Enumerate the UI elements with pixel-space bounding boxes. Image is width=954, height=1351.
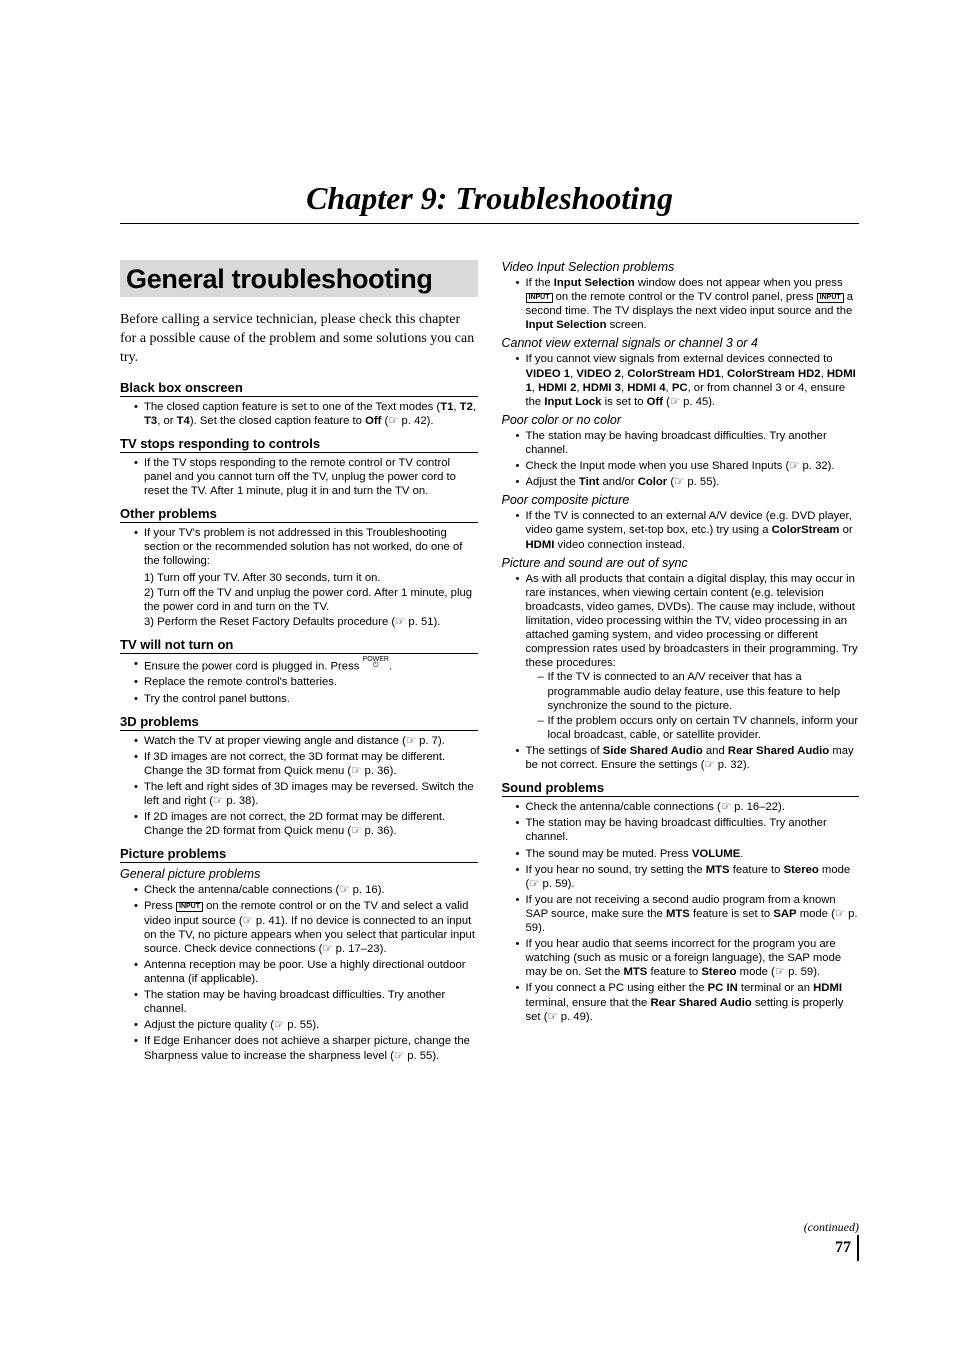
numbered-step: 1) Turn off your TV. After 30 seconds, t… <box>120 571 478 585</box>
power-icon: POWER⏻ <box>363 657 389 670</box>
list-item: Check the antenna/cable connections (☞ p… <box>516 800 860 814</box>
list-video-input: If the Input Selection window does not a… <box>502 276 860 332</box>
text-fragment: on the remote control or the TV control … <box>553 291 817 303</box>
page-number: 77 <box>835 1235 859 1261</box>
sub-italic-poor-color: Poor color or no color <box>502 413 860 427</box>
list-item: If Edge Enhancer does not achieve a shar… <box>134 1034 478 1062</box>
list-sound: Check the antenna/cable connections (☞ p… <box>502 800 860 1024</box>
dash-item: If the TV is connected to an A/V receive… <box>538 670 860 712</box>
text-fragment: If the Input Selection window does not a… <box>526 277 843 289</box>
list-item: Adjust the picture quality (☞ p. 55). <box>134 1018 478 1032</box>
chapter-rule <box>120 223 859 224</box>
text-fragment: Press <box>144 900 176 912</box>
list-tv-stops: If the TV stops responding to the remote… <box>120 456 478 498</box>
list-item: Press INPUT on the remote control or on … <box>134 899 478 955</box>
list-cannot-view: If you cannot view signals from external… <box>502 352 860 408</box>
subhead-picture: Picture problems <box>120 846 478 863</box>
two-column-layout: General troubleshooting Before calling a… <box>120 260 859 1065</box>
list-item: The station may be having broadcast diff… <box>516 429 860 457</box>
list-item: If 3D images are not correct, the 3D for… <box>134 750 478 778</box>
list-poor-color: The station may be having broadcast diff… <box>502 429 860 489</box>
list-item: If the Input Selection window does not a… <box>516 276 860 332</box>
list-pic-sound-sync: As with all products that contain a digi… <box>502 572 860 773</box>
list-poor-composite: If the TV is connected to an external A/… <box>502 509 860 551</box>
sub-italic-poor-composite: Poor composite picture <box>502 493 860 507</box>
subhead-tv-stops: TV stops responding to controls <box>120 436 478 453</box>
list-item: If you hear no sound, try setting the MT… <box>516 863 860 891</box>
list-item: If you connect a PC using either the PC … <box>516 981 860 1023</box>
input-button-icon: INPUT <box>176 902 203 912</box>
intro-paragraph: Before calling a service technician, ple… <box>120 311 478 368</box>
list-item: Check the Input mode when you use Shared… <box>516 459 860 473</box>
list-item: The left and right sides of 3D images ma… <box>134 780 478 808</box>
list-item: Replace the remote control's batteries. <box>134 675 478 689</box>
sub-italic-general-picture: General picture problems <box>120 867 478 881</box>
list-item: The sound may be muted. Press VOLUME. <box>516 847 860 861</box>
list-item: The closed caption feature is set to one… <box>134 400 478 428</box>
subhead-sound: Sound problems <box>502 780 860 797</box>
subhead-black-box: Black box onscreen <box>120 380 478 397</box>
input-button-icon: INPUT <box>817 293 844 303</box>
list-item: Check the antenna/cable connections (☞ p… <box>134 883 478 897</box>
left-column: General troubleshooting Before calling a… <box>120 260 478 1065</box>
list-item: Try the control panel buttons. <box>134 692 478 706</box>
numbered-step: 2) Turn off the TV and unplug the power … <box>120 586 478 614</box>
subhead-other: Other problems <box>120 506 478 523</box>
text-fragment: . <box>389 660 392 672</box>
list-black-box: The closed caption feature is set to one… <box>120 400 478 428</box>
list-item: The station may be having broadcast diff… <box>134 988 478 1016</box>
list-other: If your TV's problem is not addressed in… <box>120 526 478 568</box>
list-item: Ensure the power cord is plugged in. Pre… <box>134 657 478 673</box>
subhead-3d: 3D problems <box>120 714 478 731</box>
list-item: Adjust the Tint and/or Color (☞ p. 55). <box>516 475 860 489</box>
list-item: If the TV stops responding to the remote… <box>134 456 478 498</box>
list-3d: Watch the TV at proper viewing angle and… <box>120 734 478 839</box>
list-item: If you cannot view signals from external… <box>516 352 860 408</box>
continued-label: (continued) <box>804 1220 859 1235</box>
text-fragment: Ensure the power cord is plugged in. Pre… <box>144 660 363 672</box>
dash-item: If the problem occurs only on certain TV… <box>538 714 860 742</box>
list-will-not: Ensure the power cord is plugged in. Pre… <box>120 657 478 706</box>
list-item: If your TV's problem is not addressed in… <box>134 526 478 568</box>
list-item: If 2D images are not correct, the 2D for… <box>134 810 478 838</box>
list-item: Watch the TV at proper viewing angle and… <box>134 734 478 748</box>
text-fragment: As with all products that contain a digi… <box>526 573 858 670</box>
page-number-wrap: 77 <box>804 1235 859 1261</box>
list-picture: Check the antenna/cable connections (☞ p… <box>120 883 478 1062</box>
page-body: Chapter 9: Troubleshooting General troub… <box>0 0 954 1125</box>
list-item: The settings of Side Shared Audio and Re… <box>516 744 860 772</box>
list-item: If you hear audio that seems incorrect f… <box>516 937 860 979</box>
list-item: As with all products that contain a digi… <box>516 572 860 742</box>
input-button-icon: INPUT <box>526 293 553 303</box>
dash-list: If the TV is connected to an A/V receive… <box>526 670 860 742</box>
section-title: General troubleshooting <box>120 260 478 297</box>
list-item: If you are not receiving a second audio … <box>516 893 860 935</box>
sub-italic-video-input: Video Input Selection problems <box>502 260 860 274</box>
numbered-step: 3) Perform the Reset Factory Defaults pr… <box>120 615 478 629</box>
list-item: The station may be having broadcast diff… <box>516 816 860 844</box>
list-item: If the TV is connected to an external A/… <box>516 509 860 551</box>
right-column: Video Input Selection problems If the In… <box>502 260 860 1065</box>
chapter-title: Chapter 9: Troubleshooting <box>120 180 859 217</box>
sub-italic-pic-sound-sync: Picture and sound are out of sync <box>502 556 860 570</box>
page-footer: (continued) 77 <box>804 1220 859 1261</box>
subhead-will-not-turn-on: TV will not turn on <box>120 637 478 654</box>
sub-italic-cannot-view: Cannot view external signals or channel … <box>502 336 860 350</box>
list-item: Antenna reception may be poor. Use a hig… <box>134 958 478 986</box>
